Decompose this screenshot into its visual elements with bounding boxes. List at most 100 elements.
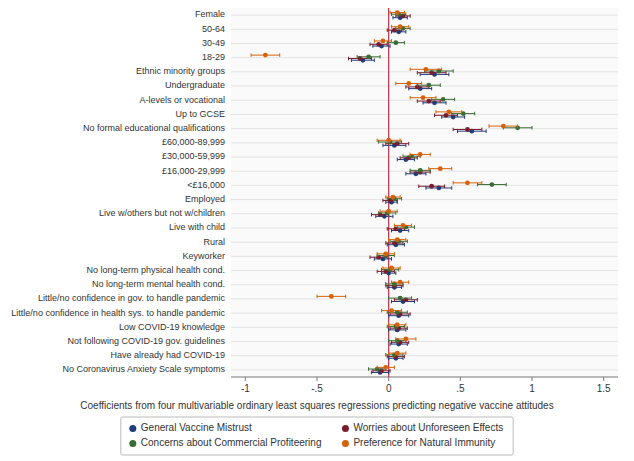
grid-line (231, 256, 618, 257)
point (441, 97, 446, 102)
error-bar (377, 366, 394, 370)
chart-svg: Female50-6430-4918-29Ethnic minority gro… (0, 0, 634, 461)
point (489, 182, 494, 187)
series (351, 15, 486, 375)
y-tick-label: Ethnic minority groups (136, 66, 226, 76)
point (395, 322, 400, 327)
point (438, 166, 443, 171)
x-tick (460, 377, 461, 381)
error-bar (392, 25, 409, 29)
point (401, 223, 406, 228)
error-bar (380, 209, 397, 213)
y-tick-label: Little/no confidence in health sys. to h… (11, 308, 225, 318)
error-bar (410, 169, 430, 173)
error-bar (386, 195, 400, 199)
error-bar (489, 124, 518, 128)
y-tick-label: <£16,000 (187, 180, 225, 190)
chart-container: Female50-6430-4918-29Ethnic minority gro… (0, 0, 634, 461)
grid-line (231, 313, 618, 314)
error-bar (396, 82, 422, 86)
x-axis-line (231, 377, 618, 378)
point (381, 39, 386, 44)
point (465, 127, 470, 132)
x-axis-label: Coefficients from four multivariable ord… (80, 400, 553, 411)
legend-marker (342, 440, 349, 447)
point (393, 40, 398, 45)
x-tick-label: -.5 (311, 383, 323, 394)
error-bar (453, 128, 482, 132)
error-bar (374, 39, 391, 43)
grid-line (231, 128, 618, 129)
error-bar (377, 138, 400, 142)
y-axis-labels: Female50-6430-4918-29Ethnic minority gro… (11, 9, 225, 374)
legend-label: Worries about Unforeseen Effects (353, 422, 503, 433)
grid-line (231, 157, 618, 158)
legend-marker (342, 425, 349, 432)
grid-line (231, 284, 618, 285)
grid-line (231, 341, 618, 342)
error-bar (453, 181, 482, 185)
grid-line (231, 114, 618, 115)
point (406, 81, 411, 86)
grid-line (231, 270, 618, 271)
point (389, 308, 394, 313)
point (386, 209, 391, 214)
legend: General Vaccine Mistrust Worries about Un… (121, 417, 513, 455)
y-tick-label: 30-49 (202, 38, 225, 48)
point (391, 195, 396, 200)
y-tick-label: Keyworker (182, 251, 225, 261)
grid-line (231, 185, 618, 186)
point (418, 168, 423, 173)
grid-line (231, 86, 618, 87)
x-tick (245, 377, 246, 381)
series (349, 14, 482, 374)
y-tick-label: Live w/others but not w/children (99, 208, 225, 218)
point (383, 251, 388, 256)
point (395, 237, 400, 242)
grid-line (231, 15, 618, 16)
legend-label: General Vaccine Mistrust (141, 422, 252, 433)
grid-line (231, 355, 618, 356)
error-bar (419, 184, 445, 188)
grid-line (231, 213, 618, 214)
series (251, 10, 518, 370)
point (383, 365, 388, 370)
grid-line (231, 369, 618, 370)
legend-marker (129, 440, 136, 447)
error-bar (382, 309, 402, 313)
error-bar (390, 11, 404, 15)
error-bar (396, 337, 416, 341)
y-tick-label: £16,000-29,999 (162, 166, 225, 176)
error-bar (357, 55, 380, 59)
error-bar (317, 295, 346, 299)
legend-box (121, 417, 513, 455)
y-tick-label: A-levels or vocational (139, 95, 225, 105)
grid-line (231, 171, 618, 172)
y-tick-label: Low COVID-19 knowledge (119, 322, 225, 332)
x-tick-label: -1 (241, 383, 250, 394)
point (403, 337, 408, 342)
y-tick-label: Employed (185, 194, 225, 204)
y-tick-label: Live with child (169, 222, 225, 232)
point (421, 95, 426, 100)
plot-marks (251, 8, 532, 377)
y-tick-label: No long-term physical health cond. (86, 265, 225, 275)
x-tick (532, 377, 533, 381)
y-tick-label: Have already had COVID-19 (110, 350, 225, 360)
error-bar (410, 68, 442, 72)
x-axis: -1-.50.511.5 (231, 377, 618, 394)
error-bar (389, 351, 406, 355)
plot-background (231, 8, 618, 377)
point (263, 53, 268, 58)
point (424, 67, 429, 72)
error-bar (392, 280, 409, 284)
error-bar (377, 252, 394, 256)
x-tick (317, 377, 318, 381)
y-tick-label: Undergraduate (165, 80, 225, 90)
error-bar (383, 266, 400, 270)
series (357, 12, 532, 372)
legend-label: Concerns about Commercial Profiteering (141, 437, 322, 448)
point (426, 83, 431, 88)
point (395, 351, 400, 356)
y-tick-label: Not following COVID-19 gov. guidelines (68, 336, 226, 346)
